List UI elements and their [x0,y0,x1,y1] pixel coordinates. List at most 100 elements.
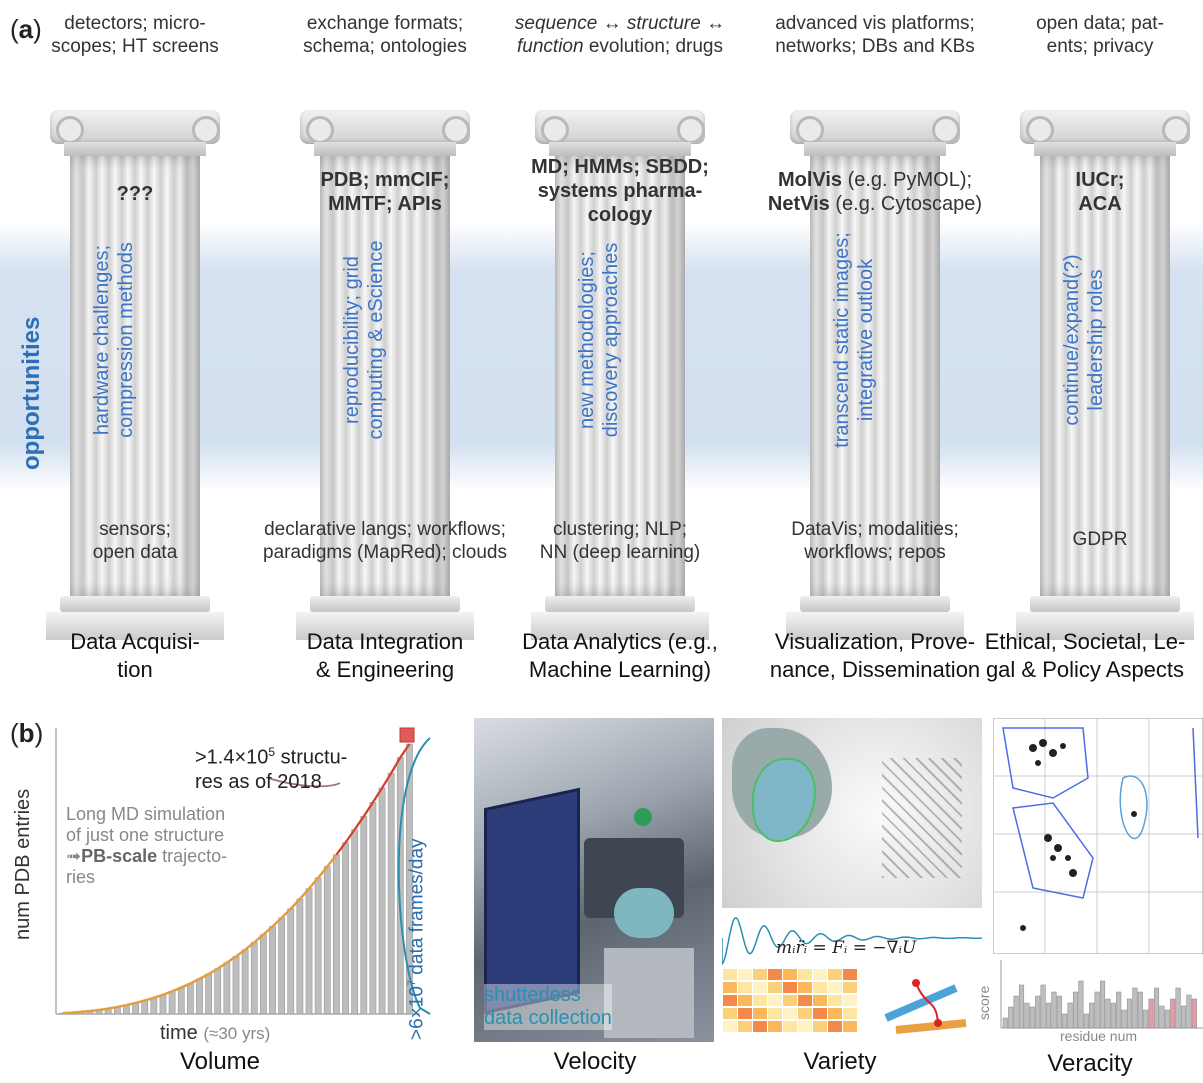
heatmap-cell [827,1020,843,1033]
heatmap-cell [842,968,858,981]
score-bar [1094,991,1100,1029]
variety-title: Variety [803,1048,877,1075]
heatmap-cell [842,981,858,994]
pillar-3-top-text: sequence ↔ structure ↔ function evolutio… [514,13,726,57]
score-bar [1180,1005,1187,1029]
veracity-x-label: residue num [1060,1028,1138,1044]
heatmap-cell [797,994,813,1007]
score-bar [1116,991,1122,1029]
pillar-1-column [46,110,224,640]
pillar-4-bold-text: MolVis (e.g. PyMOL); NetVis (e.g. Cytosc… [767,169,983,215]
pillar-2-title: Data Integration & Engineering [306,629,464,682]
score-bar [1029,1006,1035,1029]
score-bar [1040,984,1046,1029]
heatmap-cell [797,1007,813,1020]
score-bar [1105,998,1111,1029]
veracity-title: Veracity [1047,1050,1133,1077]
score-bar [1035,995,1041,1029]
heatmap-cell [782,1020,798,1033]
heatmap-cell [767,1020,783,1033]
pillar-4-top-text: advanced vis platforms; networks; DBs an… [775,13,975,57]
score-bar [1143,1009,1149,1029]
score-bar [1175,987,1181,1029]
variety-diffraction-image [722,718,982,908]
heatmap-cell [782,994,798,1007]
opportunities-label: opportunities [18,316,45,470]
score-bar [1056,995,1062,1029]
heatmap-cell [752,994,768,1007]
score-bar [1186,994,1192,1029]
heatmap-cell [722,981,738,994]
volume-bar [296,898,304,1015]
score-bar [1110,1002,1116,1029]
score-bar [1062,1013,1068,1029]
heatmap-cell [782,968,798,981]
score-bar [1121,1009,1127,1029]
pillar-2-column [296,110,474,640]
score-bar [1089,1002,1095,1029]
data-frames-label: >6×107 data frames/day [406,838,428,1040]
pillar-4-title: Visualization, Prove- nance, Disseminati… [769,629,981,682]
pillar-5-bottom-text: GDPR [1072,529,1128,550]
md-simulation-note: Long MD simulation of just one structure… [66,804,228,887]
pillar-5-bold-text: IUCr; ACA [1075,169,1125,215]
volume-bar [186,983,194,1015]
heatmap-cell [722,994,738,1007]
heatmap-cell [752,981,768,994]
score-bar [1013,995,1019,1029]
volume-bar [141,1000,149,1015]
latest-marker [399,727,415,743]
md-arrow [267,777,341,788]
volume-bar [269,926,276,1015]
pillar-2-top-text: exchange formats; schema; ontologies [303,13,467,57]
heatmap-cell [842,1020,858,1033]
pillar-2-bottom-text: declarative langs; workflows; paradigms … [263,519,507,563]
volume-bar [387,772,395,1015]
score-bar [1099,980,1106,1029]
variety-heatmap [722,968,862,1038]
pillar-2-vertical-text: reproducibility; grid computing & eScien… [341,240,387,440]
volume-bar [360,816,368,1015]
heatmap-cell [797,968,813,981]
volume-bar [241,949,249,1015]
pillar-5-title: Ethical, Societal, Le- gal & Policy Aspe… [984,629,1186,682]
volume-title: Volume [179,1048,261,1075]
pillar-1-title: Data Acquisi- tion [70,629,200,682]
heatmap-cell [827,968,843,981]
heatmap-cell [842,994,858,1007]
heatmap-cell [737,994,753,1007]
velocity-title: Velocity [553,1048,637,1075]
volume-bar [168,991,176,1015]
volume-bar [205,973,212,1015]
pillar-3-column [531,110,709,640]
heatmap-cell [782,981,798,994]
pillar-5-column [1016,110,1194,640]
heatmap-cell [767,981,783,994]
score-bar [1164,1009,1170,1029]
heatmap-cell [767,1007,783,1020]
score-bar [1078,980,1084,1029]
heatmap-cell [812,968,828,981]
heatmap-cell [812,994,828,1007]
heatmap-cell [797,1020,813,1033]
volume-bar [250,942,258,1015]
heatmap-cell [782,1007,798,1020]
volume-bar [196,978,203,1015]
score-bar [1126,998,1133,1029]
volume-bar [323,866,331,1015]
volume-trend-line [335,743,411,856]
volume-bar [369,802,377,1015]
volume-bar [260,934,267,1015]
heatmap-cell [722,1007,738,1020]
score-bar [1024,1002,1030,1029]
heatmap-cell [737,968,753,981]
velocity-caption: shutterless data collection [484,984,612,1030]
volume-bar [278,917,286,1015]
volume-bar [342,842,349,1015]
heatmap-cell [812,1007,828,1020]
structures-annotation: >1.4×105 structu- res as of 2018 [195,745,348,793]
veracity-ramachandran-plot [993,718,1203,954]
variety-exchange-icon [884,979,967,1034]
heatmap-cell [737,981,753,994]
heatmap-cell [722,968,738,981]
